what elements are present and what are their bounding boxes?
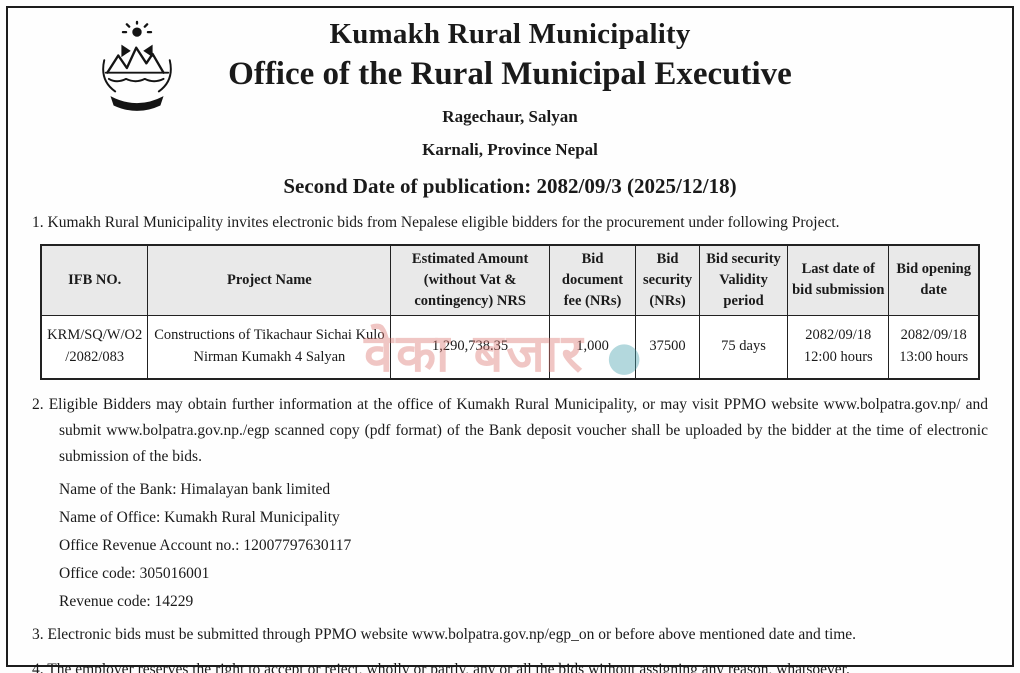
cell-bid-document-fee: 1,000	[548, 314, 637, 380]
bid-table: IFB NO. Project Name Estimated Amount (w…	[40, 243, 980, 380]
address-line-2: Karnali, Province Nepal	[422, 140, 598, 160]
header-cell-estimated-amount: Estimated Amount (without Vat & continge…	[390, 244, 550, 316]
header-cell-bid-document-fee: Bid document fee (NRs)	[548, 244, 637, 316]
document-header: Kumakh Rural Municipality Office of the …	[32, 18, 988, 199]
cell-opening-date: 2082/09/18 13:00 hours	[888, 314, 980, 380]
header-cell-opening-date: Bid opening date	[888, 244, 980, 316]
cell-validity-period: 75 days	[698, 314, 789, 380]
cell-last-date: 2082/09/18 12:00 hours	[787, 314, 890, 380]
page-title: Kumakh Rural Municipality	[329, 18, 691, 50]
nepal-coat-of-arms-icon	[102, 20, 172, 111]
bank-detail-revenue-account: Office Revenue Account no.: 120077976301…	[59, 536, 352, 554]
notice-item-3: 3. Electronic bids must be submitted thr…	[32, 625, 857, 643]
notice-item-4: 4. The employer reserves the right to ac…	[32, 661, 850, 673]
header-cell-last-date: Last date of bid submission	[787, 244, 890, 316]
publication-date-line: Second Date of publication: 2082/09/3 (2…	[283, 174, 737, 199]
cell-estimated-amount: 1,290,738.35	[390, 314, 550, 380]
header-cell-project-name: Project Name	[147, 244, 392, 316]
header-cell-validity-period: Bid security Validity period	[698, 244, 789, 316]
cell-bid-security: 37500	[635, 314, 700, 380]
notice-item-2: 2. Eligible Bidders may obtain further i…	[32, 395, 988, 466]
header-cell-bid-security: Bid security (NRs)	[635, 244, 700, 316]
bid-table-data-row: KRM/SQ/W/O2 /2082/083 Constructions of T…	[40, 314, 980, 380]
cell-project-name: Constructions of Tikachaur Sichai Kulo N…	[147, 314, 392, 380]
office-title: Office of the Rural Municipal Executive	[228, 56, 792, 93]
bank-detail-office-code: Office code: 305016001	[59, 564, 210, 582]
document-page: Kumakh Rural Municipality Office of the …	[6, 6, 1014, 673]
bid-table-header-row: IFB NO. Project Name Estimated Amount (w…	[40, 244, 980, 316]
bank-detail-revenue-code: Revenue code: 14229	[59, 592, 194, 610]
bank-detail-name-of-bank: Name of the Bank: Himalayan bank limited	[59, 480, 331, 498]
header-cell-ifb-no: IFB NO.	[40, 244, 149, 316]
notice-item-1: 1. Kumakh Rural Municipality invites ele…	[32, 214, 840, 232]
cell-ifb-no: KRM/SQ/W/O2 /2082/083	[40, 314, 149, 380]
address-line-1: Ragechaur, Salyan	[442, 107, 578, 127]
bank-detail-name-of-office: Name of Office: Kumakh Rural Municipalit…	[59, 508, 340, 526]
